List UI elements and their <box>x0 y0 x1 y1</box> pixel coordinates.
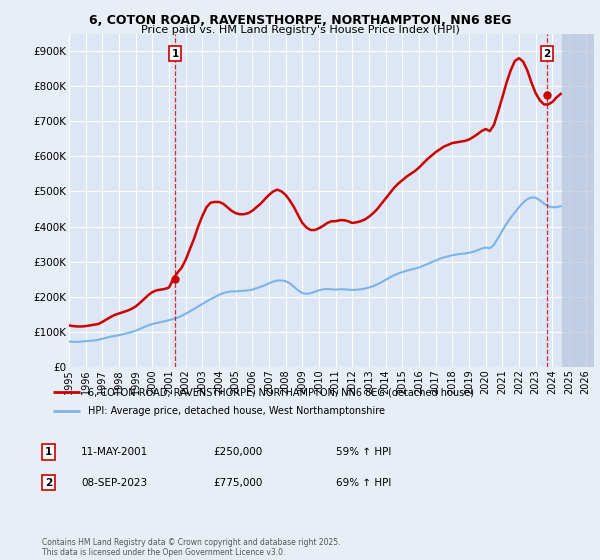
Text: £775,000: £775,000 <box>213 478 262 488</box>
Text: 6, COTON ROAD, RAVENSTHORPE, NORTHAMPTON, NN6 8EG (detached house): 6, COTON ROAD, RAVENSTHORPE, NORTHAMPTON… <box>88 387 474 397</box>
Bar <box>576 34 577 367</box>
Text: 6, COTON ROAD, RAVENSTHORPE, NORTHAMPTON, NN6 8EG: 6, COTON ROAD, RAVENSTHORPE, NORTHAMPTON… <box>89 14 511 27</box>
Bar <box>588 34 589 367</box>
Text: 1: 1 <box>45 447 52 457</box>
Bar <box>586 34 587 367</box>
Bar <box>596 34 597 367</box>
Bar <box>574 34 575 367</box>
Bar <box>568 34 569 367</box>
Bar <box>578 34 579 367</box>
Bar <box>562 34 563 367</box>
Text: 2: 2 <box>45 478 52 488</box>
Text: 2: 2 <box>544 49 551 59</box>
Bar <box>584 34 585 367</box>
Bar <box>594 34 595 367</box>
Bar <box>570 34 571 367</box>
Bar <box>598 34 599 367</box>
Text: £250,000: £250,000 <box>213 447 262 457</box>
Bar <box>580 34 581 367</box>
Text: 08-SEP-2023: 08-SEP-2023 <box>81 478 147 488</box>
Bar <box>572 34 573 367</box>
Text: Price paid vs. HM Land Registry's House Price Index (HPI): Price paid vs. HM Land Registry's House … <box>140 25 460 35</box>
Text: HPI: Average price, detached house, West Northamptonshire: HPI: Average price, detached house, West… <box>88 407 385 417</box>
Bar <box>582 34 583 367</box>
Text: 11-MAY-2001: 11-MAY-2001 <box>81 447 148 457</box>
Bar <box>592 34 593 367</box>
Text: 1: 1 <box>172 49 179 59</box>
Bar <box>564 34 565 367</box>
Bar <box>562 34 594 367</box>
Text: 69% ↑ HPI: 69% ↑ HPI <box>336 478 391 488</box>
Text: Contains HM Land Registry data © Crown copyright and database right 2025.
This d: Contains HM Land Registry data © Crown c… <box>42 538 341 557</box>
Text: 59% ↑ HPI: 59% ↑ HPI <box>336 447 391 457</box>
Bar <box>590 34 591 367</box>
Bar <box>566 34 567 367</box>
